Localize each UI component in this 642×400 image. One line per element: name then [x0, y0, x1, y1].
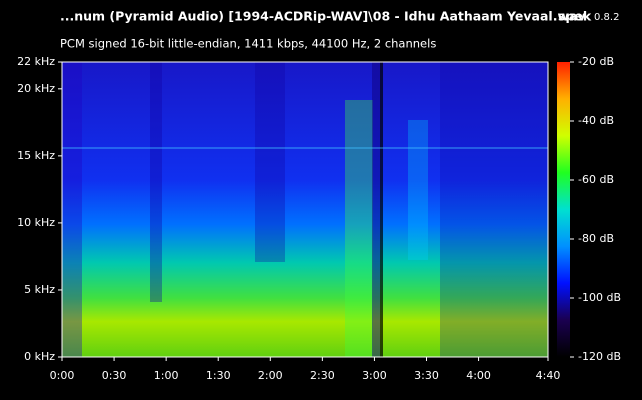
x-tick-label: 0:30 [102, 369, 127, 382]
x-tick-label: 3:00 [362, 369, 387, 382]
app-version: 0.8.2 [594, 12, 619, 23]
y-tick-label: 22 kHz [17, 55, 55, 68]
y-tick-label: 15 kHz [17, 149, 55, 162]
y-tick-label: 5 kHz [24, 283, 55, 296]
color-bar [557, 62, 570, 357]
x-tick-label: 1:30 [206, 369, 231, 382]
y-tick-label: 0 kHz [24, 350, 55, 363]
app-name: spek [558, 9, 592, 24]
spectrogram-gap [380, 62, 383, 357]
x-tick-label: 0:00 [50, 369, 75, 382]
x-tick-label: 3:30 [414, 369, 439, 382]
z-tick-label: -120 dB [578, 350, 621, 363]
x-tick-label: 4:40 [536, 369, 561, 382]
spectrogram-shade [150, 62, 162, 302]
x-tick-label: 4:00 [466, 369, 491, 382]
spectrogram [62, 62, 548, 357]
x-tick-label: 1:00 [154, 369, 179, 382]
y-tick-label: 10 kHz [17, 216, 55, 229]
stream-info: PCM signed 16-bit little-endian, 1411 kb… [60, 37, 436, 51]
x-tick-label: 2:30 [310, 369, 335, 382]
x-tick-label: 2:00 [258, 369, 283, 382]
spectrogram-shade [255, 62, 285, 262]
z-tick-label: -20 dB [578, 55, 614, 68]
plot-frame [61, 61, 549, 358]
z-tick-label: -40 dB [578, 114, 614, 127]
spectrogram-body [62, 62, 548, 357]
file-title: ...num (Pyramid Audio) [1994-ACDRip-WAV]… [60, 9, 586, 24]
z-tick-label: -60 dB [578, 173, 614, 186]
z-tick-label: -80 dB [578, 232, 614, 245]
spectrogram-shade [440, 62, 548, 357]
y-tick-label: 20 kHz [17, 82, 55, 95]
spectrogram-shade [62, 62, 82, 357]
spectrogram-bright [345, 100, 373, 357]
spectrogram-shade [372, 62, 380, 357]
z-tick-label: -100 dB [578, 291, 621, 304]
spectrogram-bright [408, 120, 428, 260]
